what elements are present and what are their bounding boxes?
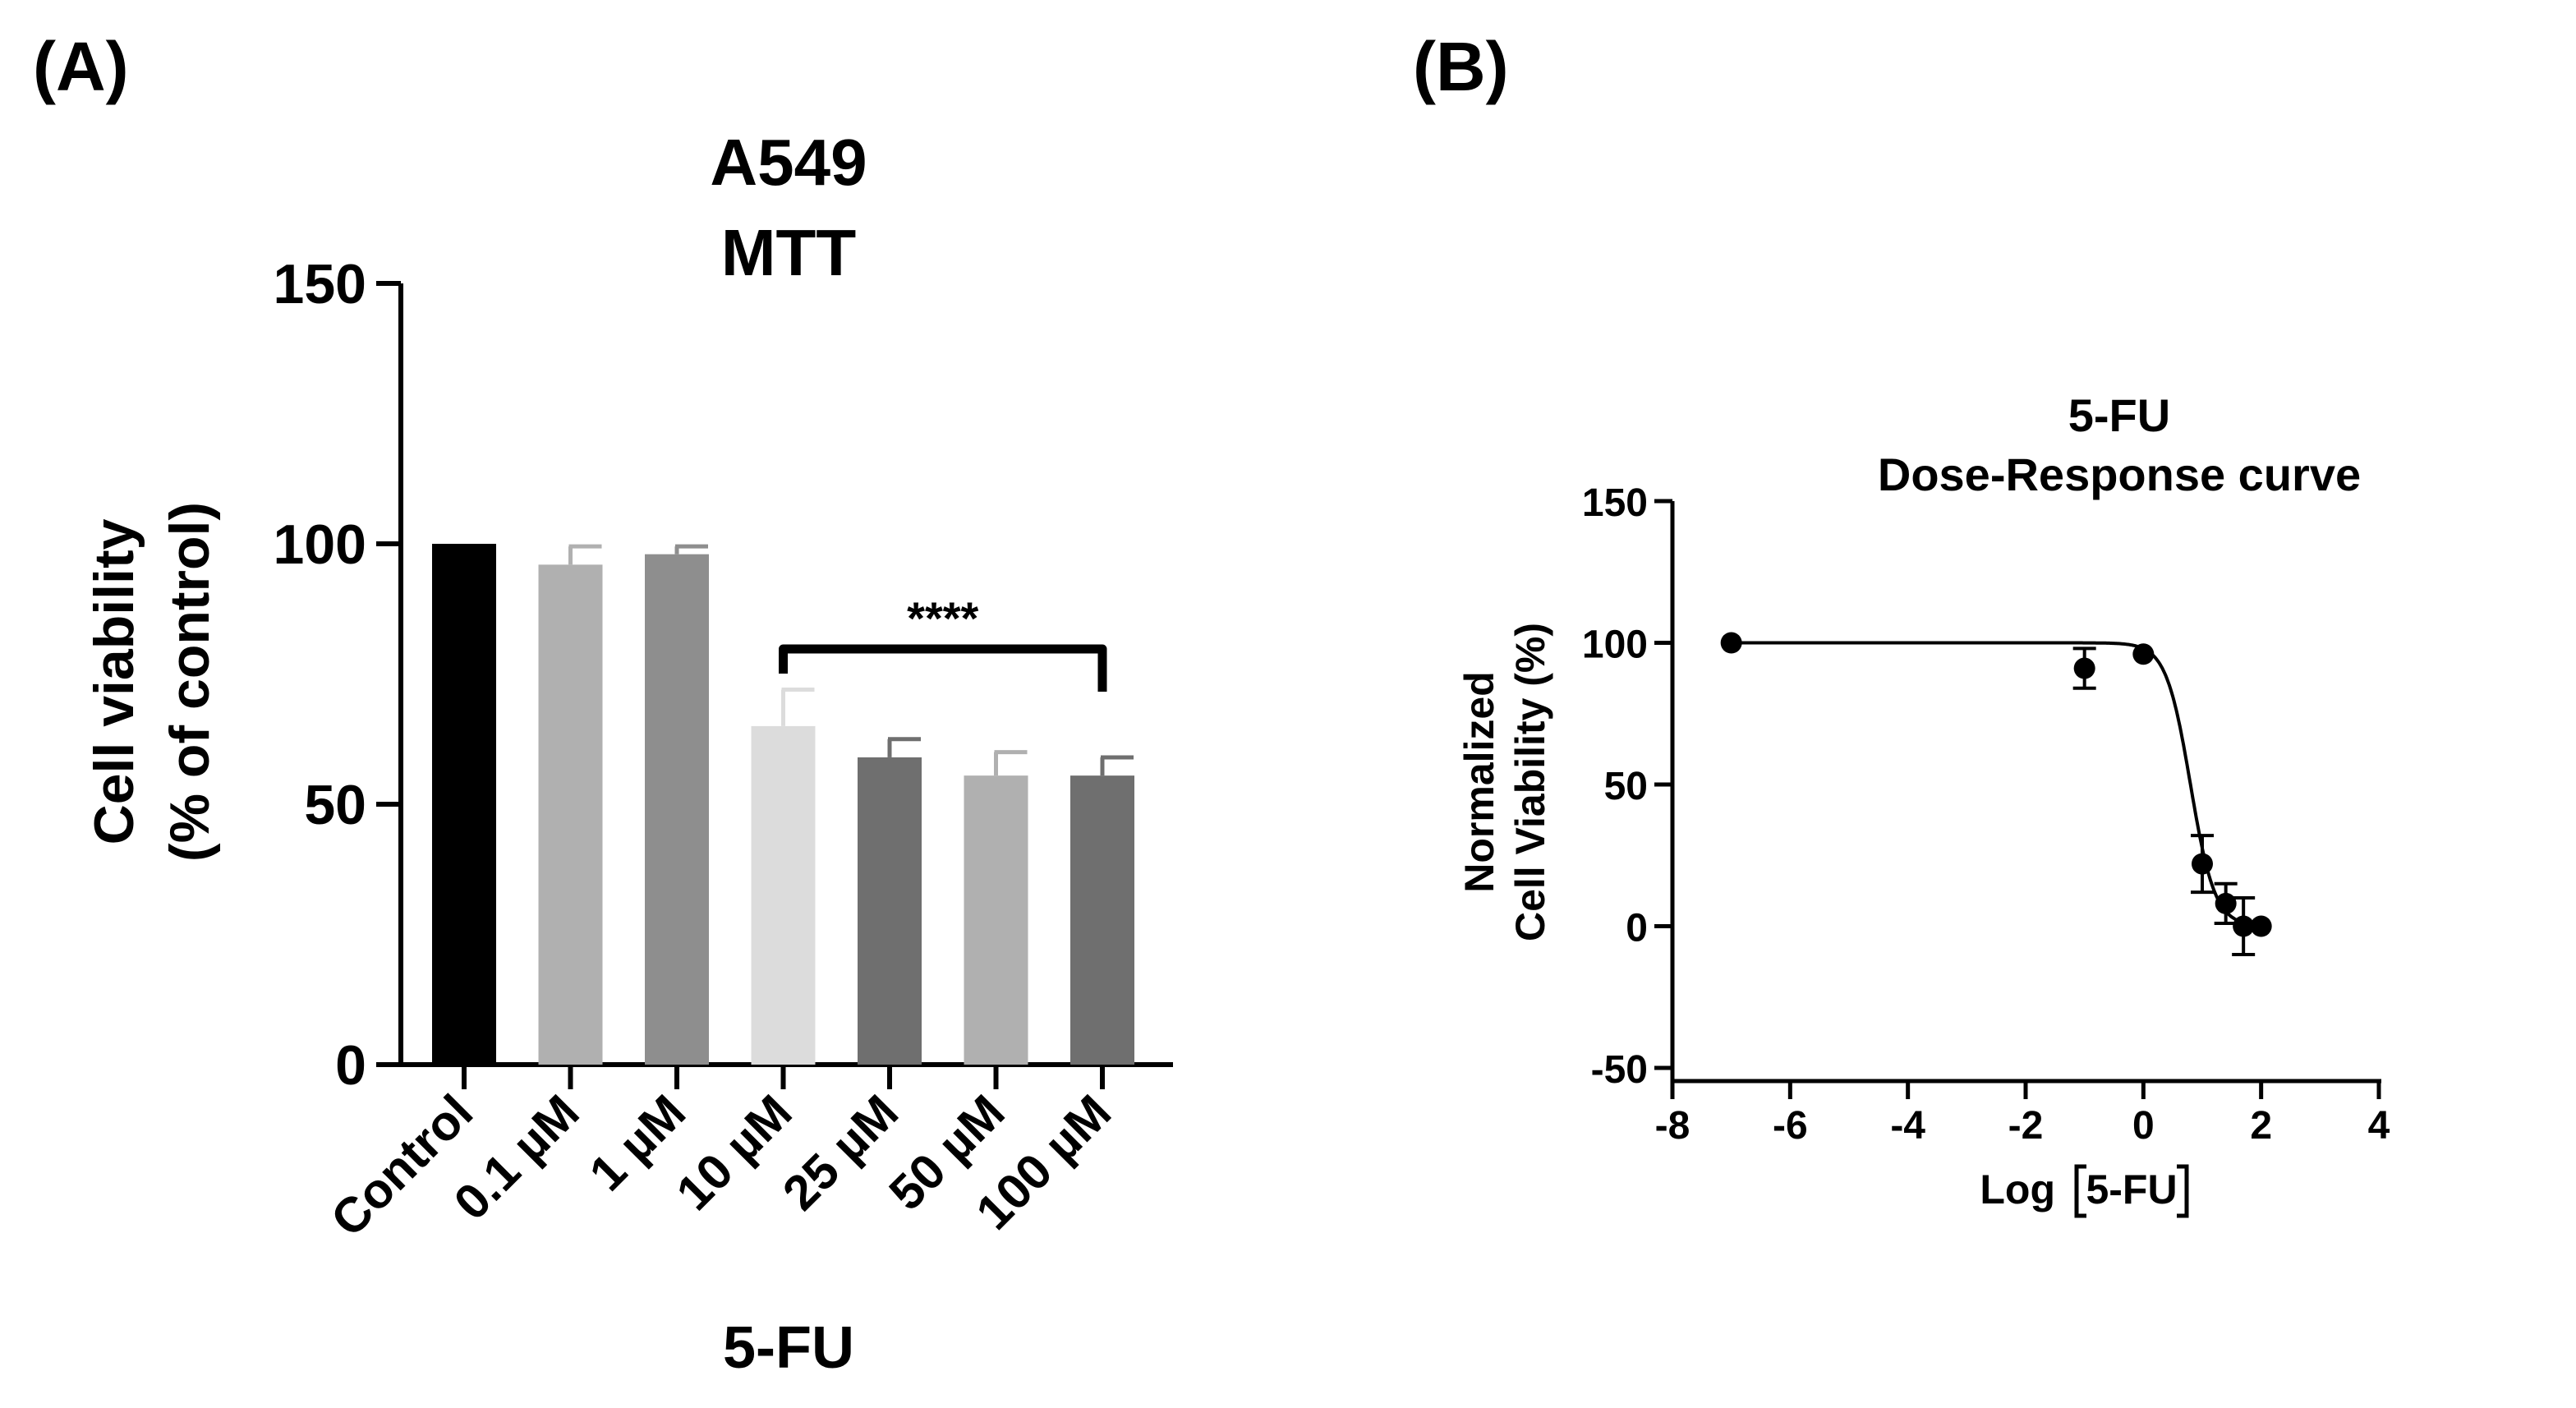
y-tick-label: 150 xyxy=(1582,481,1648,525)
data-point xyxy=(2215,892,2237,914)
significance-label: **** xyxy=(907,592,978,644)
chart-b-y-label: Normalized xyxy=(1456,671,1502,893)
dose-response-chart: 5-FU Dose-Response curve Normalized Cell… xyxy=(1456,389,2390,1218)
chart-a-subtitle: MTT xyxy=(721,216,857,289)
bar xyxy=(751,725,816,1065)
data-point xyxy=(2132,643,2155,665)
y-tick-label: -50 xyxy=(1591,1048,1648,1092)
bar xyxy=(645,554,709,1065)
chart-b-y-label-line2: Cell Viability (%) xyxy=(1507,623,1553,941)
right-bracket-icon xyxy=(2177,1164,2189,1218)
x-tick-label: 25 µM xyxy=(772,1084,908,1221)
y-tick-label: 0 xyxy=(1626,907,1648,950)
chart-b-x-label-prefix: Log xyxy=(1980,1166,2055,1212)
x-tick-label: Control xyxy=(320,1084,483,1247)
chart-b-subtitle: Dose-Response curve xyxy=(1878,449,2361,500)
chart-a-y-label: Cell viability xyxy=(83,518,145,844)
data-point xyxy=(2073,657,2095,679)
bar xyxy=(1070,775,1134,1065)
x-tick-label: 10 µM xyxy=(666,1084,803,1221)
x-tick-label: -8 xyxy=(1655,1104,1690,1148)
left-bracket-icon xyxy=(2074,1164,2086,1218)
data-point xyxy=(2233,915,2255,937)
bar xyxy=(858,757,922,1065)
y-tick-label: 0 xyxy=(335,1034,366,1097)
chart-b-title: 5-FU xyxy=(2068,389,2170,441)
panel-a-label: (A) xyxy=(33,28,129,105)
significance-bracket xyxy=(779,644,1107,692)
x-tick-label: -2 xyxy=(2008,1104,2044,1148)
x-tick-label: -4 xyxy=(1890,1104,1925,1148)
bar xyxy=(432,544,496,1065)
y-tick-label: 50 xyxy=(304,774,366,836)
bar xyxy=(538,564,603,1065)
data-point xyxy=(1720,632,1742,654)
bar xyxy=(964,775,1028,1065)
data-point xyxy=(2192,853,2213,875)
x-tick-label: -6 xyxy=(1773,1104,1808,1148)
panel-b-label: (B) xyxy=(1413,28,1509,105)
fit-curve xyxy=(1731,641,2261,927)
y-tick-label: 50 xyxy=(1604,765,1648,808)
x-tick-label: 0 xyxy=(2132,1104,2155,1148)
bar-chart-a549-mtt: A549 MTT Cell viability (% of control) 5… xyxy=(83,126,1173,1381)
x-tick-label: 2 xyxy=(2250,1104,2272,1148)
y-tick-label: 100 xyxy=(1582,623,1648,667)
chart-a-y-label-line2: (% of control) xyxy=(159,502,221,862)
y-tick-label: 100 xyxy=(274,513,366,576)
y-tick-label: 150 xyxy=(274,253,366,315)
chart-b-x-label: Log 5-FU xyxy=(1980,1164,2189,1218)
chart-a-title: A549 xyxy=(710,126,867,199)
chart-a-x-label: 5-FU xyxy=(723,1315,854,1381)
x-tick-label: 4 xyxy=(2368,1104,2390,1148)
data-point xyxy=(2250,915,2272,937)
chart-b-x-label-inner: 5-FU xyxy=(2086,1166,2177,1212)
